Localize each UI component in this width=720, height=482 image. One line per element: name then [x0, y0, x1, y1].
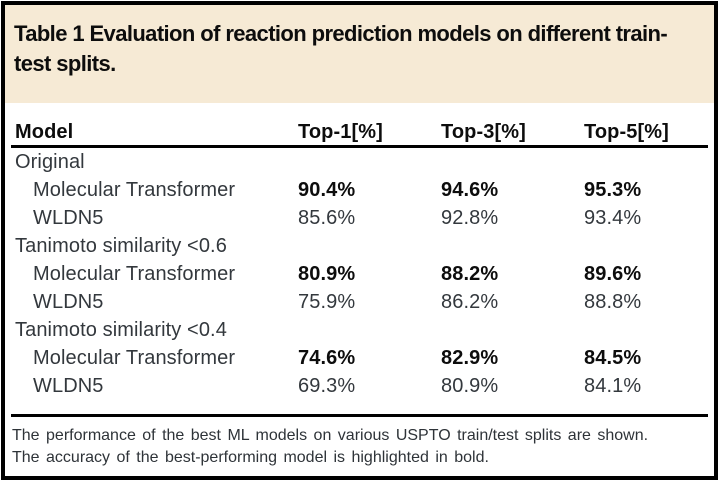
- top5-value: 95.3%: [584, 178, 642, 201]
- column-header-top5: Top-5[%]: [584, 120, 669, 143]
- column-header-top1: Top-1[%]: [298, 120, 383, 143]
- table-row-molecular-transformer: Molecular Transformer 90.4% 94.6% 95.3%: [11, 176, 708, 204]
- top1-value: 85.6%: [298, 206, 356, 229]
- top5-value: 84.5%: [584, 346, 642, 369]
- top3-value: 92.8%: [441, 206, 499, 229]
- footnote-divider: [11, 414, 708, 417]
- model-name: WLDN5: [33, 374, 104, 397]
- top3-value: 82.9%: [441, 346, 499, 369]
- table-title-band: Table 1 Evaluation of reaction predictio…: [5, 5, 714, 103]
- table-row-molecular-transformer: Molecular Transformer 74.6% 82.9% 84.5%: [11, 344, 708, 372]
- top5-value: 93.4%: [584, 206, 642, 229]
- top1-value: 80.9%: [298, 262, 356, 285]
- section-label: Tanimoto similarity <0.4: [15, 318, 227, 341]
- column-header-model: Model: [15, 120, 74, 143]
- section-label: Tanimoto similarity <0.6: [15, 234, 227, 257]
- table-row-molecular-transformer: Molecular Transformer 80.9% 88.2% 89.6%: [11, 260, 708, 288]
- top3-value: 88.2%: [441, 262, 499, 285]
- top1-value: 90.4%: [298, 178, 356, 201]
- footnote-line-1: The performance of the best ML models on…: [12, 427, 649, 444]
- model-name: WLDN5: [33, 290, 104, 313]
- model-name: WLDN5: [33, 206, 104, 229]
- column-header-top3: Top-3[%]: [441, 120, 526, 143]
- section-row-original: Original: [11, 148, 708, 176]
- top3-value: 80.9%: [441, 374, 499, 397]
- table-header-row: Model Top-1[%] Top-3[%] Top-5[%]: [11, 119, 708, 148]
- table-row-wldn5: WLDN5 75.9% 86.2% 88.8%: [11, 288, 708, 316]
- table-row-wldn5: WLDN5 69.3% 80.9% 84.1%: [11, 372, 708, 400]
- model-name: Molecular Transformer: [33, 178, 236, 201]
- top3-value: 86.2%: [441, 290, 499, 313]
- top3-value: 94.6%: [441, 178, 499, 201]
- model-name: Molecular Transformer: [33, 346, 236, 369]
- section-row-tanimoto-04: Tanimoto similarity <0.4: [11, 316, 708, 344]
- top1-value: 75.9%: [298, 290, 356, 313]
- top5-value: 88.8%: [584, 290, 642, 313]
- table-footnote: The performance of the best ML models on…: [12, 425, 704, 469]
- section-label: Original: [15, 150, 85, 173]
- table-row-wldn5: WLDN5 85.6% 92.8% 93.4%: [11, 204, 708, 232]
- table-title: Table 1 Evaluation of reaction predictio…: [14, 21, 668, 76]
- model-name: Molecular Transformer: [33, 262, 236, 285]
- section-row-tanimoto-06: Tanimoto similarity <0.6: [11, 232, 708, 260]
- top5-value: 84.1%: [584, 374, 642, 397]
- top1-value: 69.3%: [298, 374, 356, 397]
- top5-value: 89.6%: [584, 262, 642, 285]
- top1-value: 74.6%: [298, 346, 356, 369]
- footnote-line-2: The accuracy of the best-performing mode…: [12, 449, 489, 466]
- results-table: Model Top-1[%] Top-3[%] Top-5[%] Origina…: [11, 119, 708, 400]
